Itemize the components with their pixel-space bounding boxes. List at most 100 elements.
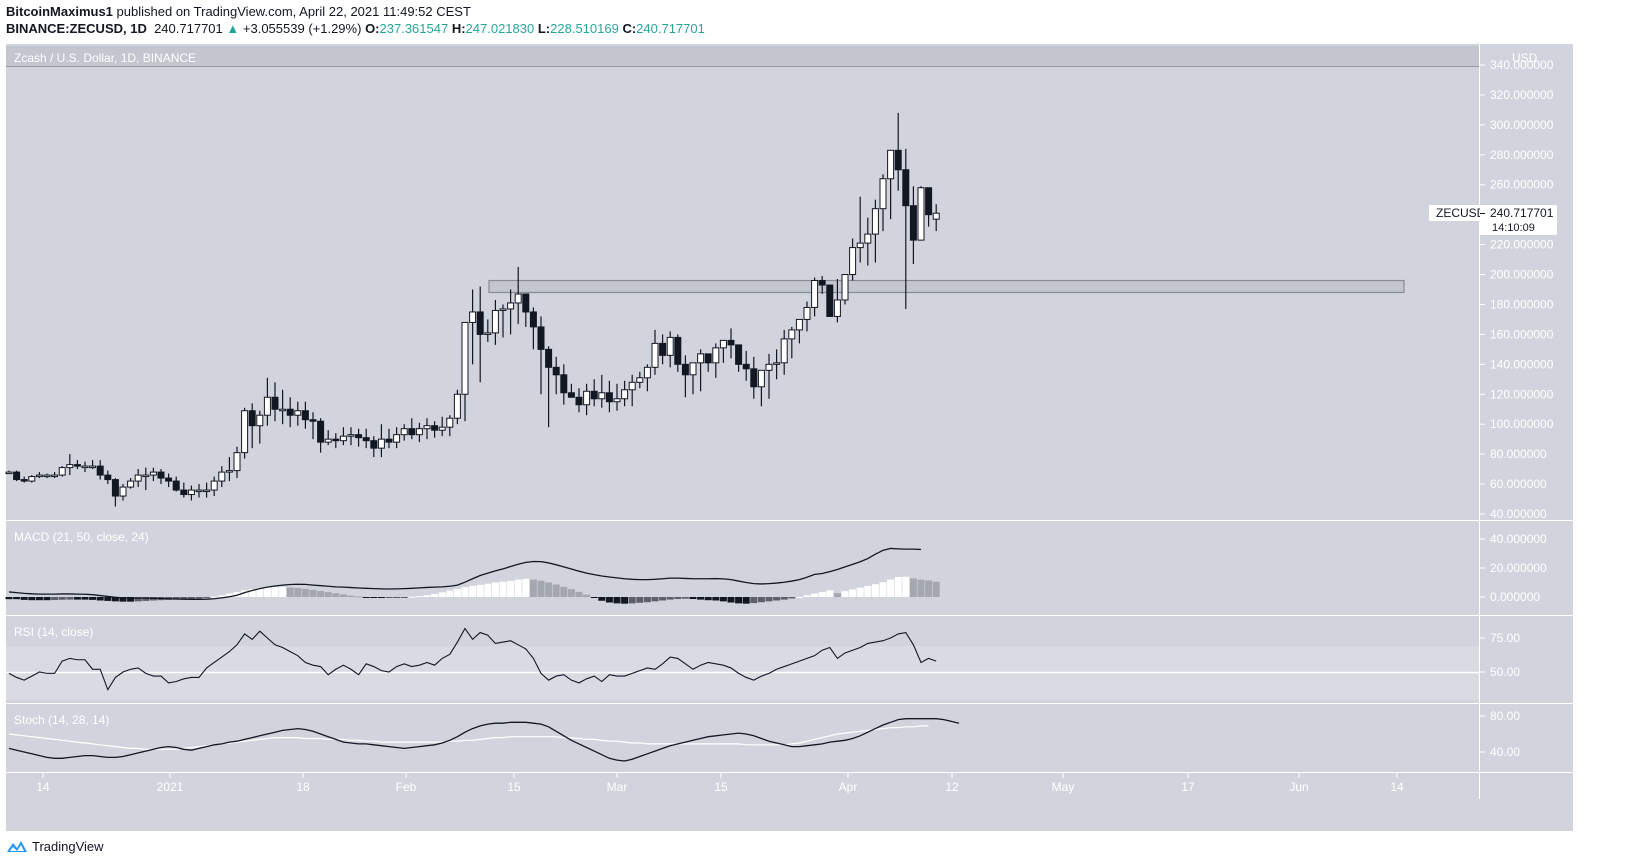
macd-histogram-bar [575,591,583,597]
rsi-axis: 75.00 50.00 [1480,631,1520,679]
support-resistance-zone[interactable] [488,279,1405,294]
candle [13,471,21,481]
candle [233,452,241,472]
macd-histogram-bar [704,597,712,601]
candle [628,381,636,391]
candle [43,474,51,478]
time-tick-label: Jun [1289,780,1308,794]
stoch-tick-label: 40.00 [1490,745,1520,759]
stoch-axis: 80.00 40.00 [1480,709,1520,759]
macd-histogram-bar [66,597,74,600]
candle [765,363,773,371]
time-tick-label: 14 [36,780,50,794]
candle [301,410,309,421]
candle [697,353,705,364]
candle [788,329,796,340]
price-axis[interactable]: 340.000000 320.000000 300.000000 280.000000… [1480,58,1554,521]
candle [522,293,530,313]
candle [917,187,925,241]
macd-histogram-bar [271,587,279,597]
macd-histogram-bar [210,596,218,598]
chart-title-bar [6,46,1479,66]
macd-histogram-bar [864,585,872,597]
macd-histogram-bar [537,580,545,597]
time-axis[interactable]: 14 2021 18 Feb 15 Mar 15 Apr 12 May 17 Jun 14 [36,773,1404,794]
macd-histogram-bar [89,597,97,600]
macd-histogram-bar [567,589,575,597]
price-tick-label: 200.000000 [1490,268,1554,282]
candle [271,396,279,410]
macd-tick-label: 20.000000 [1490,561,1547,575]
macd-histogram-bar [142,597,150,601]
macd-histogram-bar [423,595,431,597]
candle [339,435,347,442]
macd-histogram-bar [491,582,499,597]
candle [203,489,211,493]
candle [894,149,902,171]
macd-histogram-bar [643,597,651,603]
candle [362,437,370,442]
macd-histogram-bar [438,592,446,597]
candle [719,339,727,349]
macd-histogram-bar [370,597,378,598]
candle [35,474,43,478]
candle [469,311,477,323]
macd-histogram-bar [241,590,249,597]
candle [111,479,119,497]
candle [704,353,712,364]
publisher-line: BitcoinMaximus1 published on TradingView… [6,4,471,19]
candle [66,464,74,469]
macd-histogram-bar [552,584,560,597]
candle [773,362,781,365]
open-label: O: [365,21,380,36]
macd-histogram-bar [871,584,879,597]
candle [400,428,408,436]
macd-histogram-bar [279,587,287,597]
candle [58,467,66,476]
tradingview-footer[interactable]: TradingView [6,838,104,854]
candle [172,480,180,491]
macd-histogram-bar [195,597,203,599]
candle [241,410,249,454]
candle [286,408,294,416]
macd-histogram-bar [119,597,127,602]
stoch-k-line [8,718,960,762]
macd-histogram-bar [339,594,347,597]
macd-histogram-bar [5,597,13,600]
macd-histogram-bar [499,581,507,597]
candle [712,347,720,364]
macd-histogram-bar [917,579,925,597]
candle [149,471,157,476]
macd-histogram-bar [362,597,370,598]
macd-histogram-bar [803,595,811,597]
candle [431,425,439,431]
macd-histogram-bar [400,597,408,598]
price-change: +3.055539 (+1.29%) [242,21,362,36]
macd-histogram-bar [13,597,21,600]
macd-histogram-bar [408,596,416,598]
candle [263,396,271,416]
macd-histogram-bar [659,597,667,601]
candle [833,299,841,317]
macd-histogram-bar [605,597,613,603]
price-tick-label: 320.000000 [1490,88,1554,102]
macd-histogram-bar [20,597,28,600]
macd-histogram-bar [218,595,226,597]
macd-histogram-bar [453,588,461,597]
macd-histogram-bar [727,597,735,603]
candle [476,311,484,335]
publisher-name[interactable]: BitcoinMaximus1 [6,4,113,19]
rsi-line [8,627,937,691]
macd-tick-label: 0.000000 [1490,590,1540,604]
high-label: H: [451,21,466,36]
candle [393,434,401,443]
macd-histogram-bar [96,597,104,601]
candle [864,233,872,244]
macd-histogram-bar [598,597,606,601]
candle [605,392,613,403]
time-tick-label: 2021 [157,780,184,794]
price-tick-label: 220.000000 [1490,238,1554,252]
last-price: 240.717701 [154,21,223,36]
macd-histogram-bar [507,580,515,597]
